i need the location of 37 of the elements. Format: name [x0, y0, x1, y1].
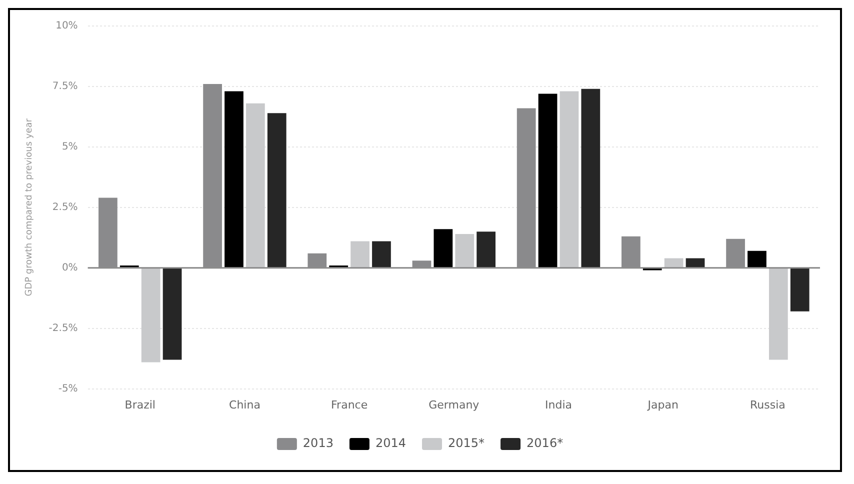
bar	[350, 241, 370, 268]
bar	[768, 268, 788, 360]
bar	[246, 103, 265, 268]
y-tick-label: 7.5%	[52, 81, 78, 92]
bar	[162, 268, 182, 360]
y-tick-label: -2.5%	[48, 322, 78, 334]
x-tick-label: France	[331, 398, 368, 412]
legend-label: 2016*	[526, 436, 564, 450]
y-axis-title: GDP growth compared to previous year	[24, 118, 35, 296]
x-tick-label: Japan	[646, 398, 678, 412]
bar	[686, 258, 705, 268]
bar	[790, 268, 810, 312]
y-tick-label: 10%	[56, 20, 78, 32]
bar	[581, 88, 600, 268]
bar	[560, 91, 579, 268]
y-tick-label: -5%	[58, 383, 78, 394]
bar	[664, 258, 684, 268]
y-tick-label: 2.5%	[52, 202, 78, 213]
legend-label: 2013	[302, 436, 334, 450]
x-tick-label: India	[545, 398, 572, 412]
y-tick-label: 0%	[62, 262, 78, 274]
bar	[141, 268, 160, 362]
x-tick-label: Germany	[428, 398, 480, 412]
bar	[224, 91, 244, 268]
bar	[538, 94, 558, 268]
x-tick-label: China	[229, 398, 260, 412]
bar	[372, 241, 391, 268]
bar	[434, 229, 453, 268]
y-tick-label: 5%	[62, 142, 78, 153]
legend-label: 2014	[375, 436, 406, 450]
bar	[748, 250, 766, 268]
x-tick-label: Russia	[750, 398, 786, 412]
legend-label: 2015*	[448, 436, 485, 450]
bar	[455, 234, 474, 268]
bar	[267, 113, 286, 268]
bar	[476, 232, 496, 268]
x-tick-label: Brazil	[124, 398, 156, 412]
